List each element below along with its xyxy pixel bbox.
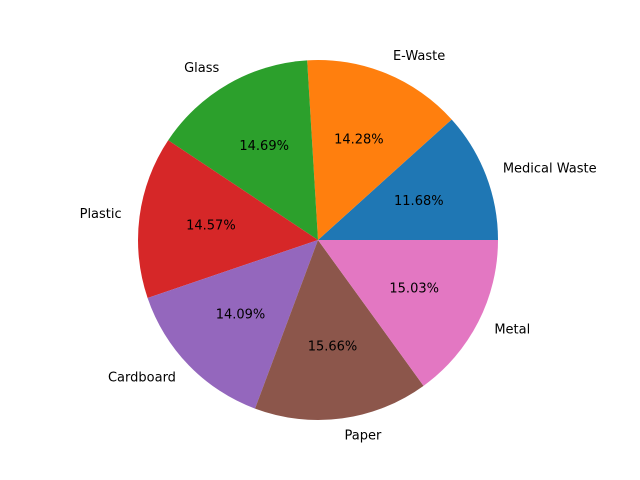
pie-category-label-e-waste: E-Waste: [393, 49, 445, 64]
pie-slice-paper: [255, 240, 424, 421]
pie-slice-plastic: [138, 140, 318, 298]
pie-slice-e-waste: [307, 60, 452, 241]
pie-category-label-medical-waste: Medical Waste: [503, 161, 597, 176]
pie-category-label-plastic: Plastic: [80, 207, 122, 222]
pie-pct-label-e-waste: 14.28%: [334, 133, 384, 148]
pie-pct-label-cardboard: 14.09%: [216, 308, 266, 323]
pie-pct-label-glass: 14.69%: [239, 139, 289, 154]
pie-pct-label-medical-waste: 11.68%: [394, 194, 444, 209]
pie-slice-glass: [168, 60, 318, 240]
pie-pct-label-metal: 15.03%: [389, 282, 439, 297]
pie-slice-metal: [318, 240, 498, 386]
pie-pct-label-paper: 15.66%: [308, 340, 358, 355]
pie-category-label-cardboard: Cardboard: [108, 370, 176, 385]
pie-slice-medical-waste: [318, 119, 498, 240]
pie-slice-cardboard: [147, 240, 318, 409]
pie-category-label-paper: Paper: [345, 429, 382, 444]
pie-slices: [138, 60, 498, 421]
pie-pct-label-plastic: 14.57%: [186, 219, 236, 234]
pie-category-label-metal: Metal: [494, 323, 530, 338]
pie-labels: 11.68% Medical Waste 14.28% E-Waste 14.69% Gl…: [80, 49, 597, 443]
pie-category-label-glass: Glass: [184, 61, 219, 76]
